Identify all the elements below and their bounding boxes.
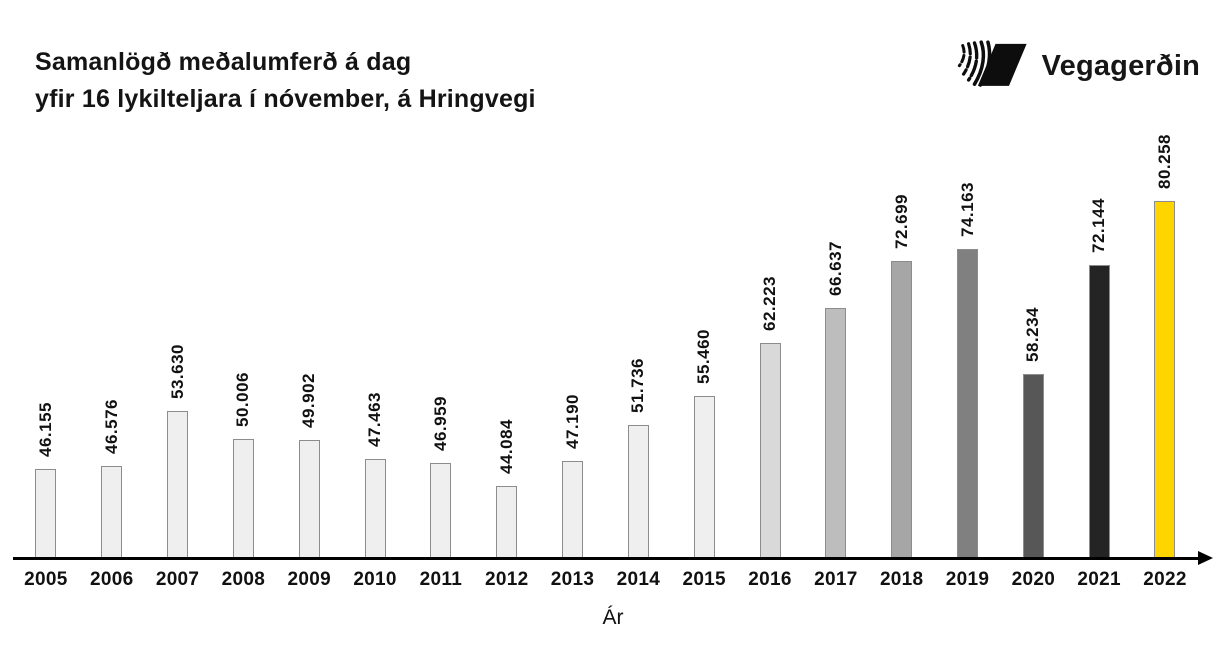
bar-column-2005: 46.155: [13, 117, 79, 557]
value-label-2013: 47.190: [562, 394, 582, 450]
bar-column-2009: 49.902: [276, 117, 342, 557]
chart-title-line1: Samanlögð meðalumferð á dag: [35, 48, 412, 76]
bar-column-2018: 72.699: [869, 117, 935, 557]
bar-column-2014: 51.736: [605, 117, 671, 557]
bar-2005: [35, 469, 57, 557]
x-tick-2019: 2019: [945, 569, 990, 590]
vegagerdin-logo-text: Vegagerðin: [1041, 50, 1200, 82]
x-tick-2018: 2018: [879, 569, 924, 590]
bar-column-2022: 80.258: [1132, 117, 1198, 557]
value-label-2011: 46.959: [430, 395, 450, 451]
value-label-2007: 53.630: [167, 343, 187, 399]
value-label-2010: 47.463: [365, 392, 385, 447]
bar-2007: [167, 410, 189, 557]
bar-2017: [825, 308, 847, 557]
value-label-2019: 74.163: [957, 181, 977, 237]
x-tick-2009: 2009: [287, 569, 331, 590]
bar-column-2012: 44.084: [474, 117, 540, 557]
value-label-2014: 51.736: [628, 358, 648, 414]
value-label-2009: 49.902: [299, 372, 319, 428]
bar-2008: [232, 439, 254, 557]
vegagerdin-logo: Vegagerðin: [956, 36, 1200, 97]
x-tick-2015: 2015: [682, 569, 726, 590]
bar-2006: [101, 465, 123, 557]
x-axis-tick-labels: 2005 2006 2007 2008 2009 2010 2011 2012 2013 2014…: [13, 569, 1198, 591]
value-label-2015: 55.460: [694, 329, 714, 385]
x-tick-2022: 2022: [1143, 569, 1187, 590]
x-tick-2017: 2017: [814, 569, 858, 590]
bar-column-2016: 62.223: [737, 117, 803, 557]
x-tick-2010: 2010: [353, 569, 397, 590]
bar-2015: [693, 396, 715, 557]
value-label-2005: 46.155: [35, 402, 55, 458]
bar-2013: [562, 461, 584, 557]
bar-column-2019: 74.163: [935, 117, 1001, 557]
x-tick-2013: 2013: [550, 569, 595, 590]
x-axis-arrow-icon: [1198, 551, 1213, 565]
bar-chart: 46.155 46.576 53.630 50.006 49.902 47.463 46.9…: [13, 117, 1213, 591]
value-label-2017: 66.637: [825, 241, 845, 297]
bar-2022: [1154, 201, 1176, 557]
bar-column-2010: 47.463: [342, 117, 408, 557]
bar-column-2015: 55.460: [671, 117, 737, 557]
value-label-2018: 72.699: [891, 193, 911, 249]
x-axis-title: Ár: [602, 606, 624, 629]
x-tick-2005: 2005: [24, 569, 68, 590]
bar-2010: [364, 459, 386, 557]
x-tick-2016: 2016: [748, 569, 792, 590]
bar-column-2007: 53.630: [145, 117, 211, 557]
bar-column-2008: 50.006: [210, 117, 276, 557]
bar-2021: [1088, 264, 1110, 557]
bar-2012: [496, 485, 518, 557]
x-tick-2014: 2014: [616, 569, 661, 590]
bar-column-2011: 46.959: [408, 117, 474, 557]
value-label-2012: 44.084: [496, 418, 516, 474]
bars-row: 46.155 46.576 53.630 50.006 49.902 47.463 46.9…: [13, 117, 1198, 557]
x-tick-2020: 2020: [1011, 569, 1056, 590]
chart-title-line2: yfir 16 lykilteljara í nóvember, á Hring…: [35, 85, 536, 113]
vegagerdin-logo-icon: [956, 36, 1030, 97]
bar-2016: [759, 342, 781, 557]
x-tick-2011: 2011: [419, 569, 463, 590]
value-label-2021: 72.144: [1089, 197, 1109, 253]
value-label-2016: 62.223: [760, 275, 780, 331]
x-tick-2006: 2006: [90, 569, 134, 590]
value-label-2008: 50.006: [233, 372, 253, 427]
bar-column-2006: 46.576: [79, 117, 145, 557]
bar-2009: [298, 439, 320, 557]
bar-2011: [430, 462, 452, 557]
chart-title: Samanlögð meðalumferð á dag yfir 16 lyki…: [35, 44, 536, 118]
value-label-2022: 80.258: [1154, 134, 1174, 189]
bar-2018: [891, 260, 913, 557]
x-tick-2008: 2008: [221, 569, 266, 590]
bar-column-2020: 58.234: [1000, 117, 1066, 557]
bar-column-2017: 66.637: [803, 117, 869, 557]
bar-column-2013: 47.190: [540, 117, 606, 557]
bar-column-2021: 72.144: [1066, 117, 1132, 557]
x-tick-2012: 2012: [484, 569, 529, 590]
x-tick-2007: 2007: [155, 569, 200, 590]
value-label-2020: 58.234: [1023, 307, 1043, 363]
value-label-2006: 46.576: [101, 398, 121, 454]
x-tick-2021: 2021: [1077, 569, 1121, 590]
x-axis-line: [13, 551, 1213, 565]
bar-2020: [1022, 374, 1044, 557]
bar-2014: [627, 425, 649, 557]
bar-2019: [957, 248, 978, 557]
